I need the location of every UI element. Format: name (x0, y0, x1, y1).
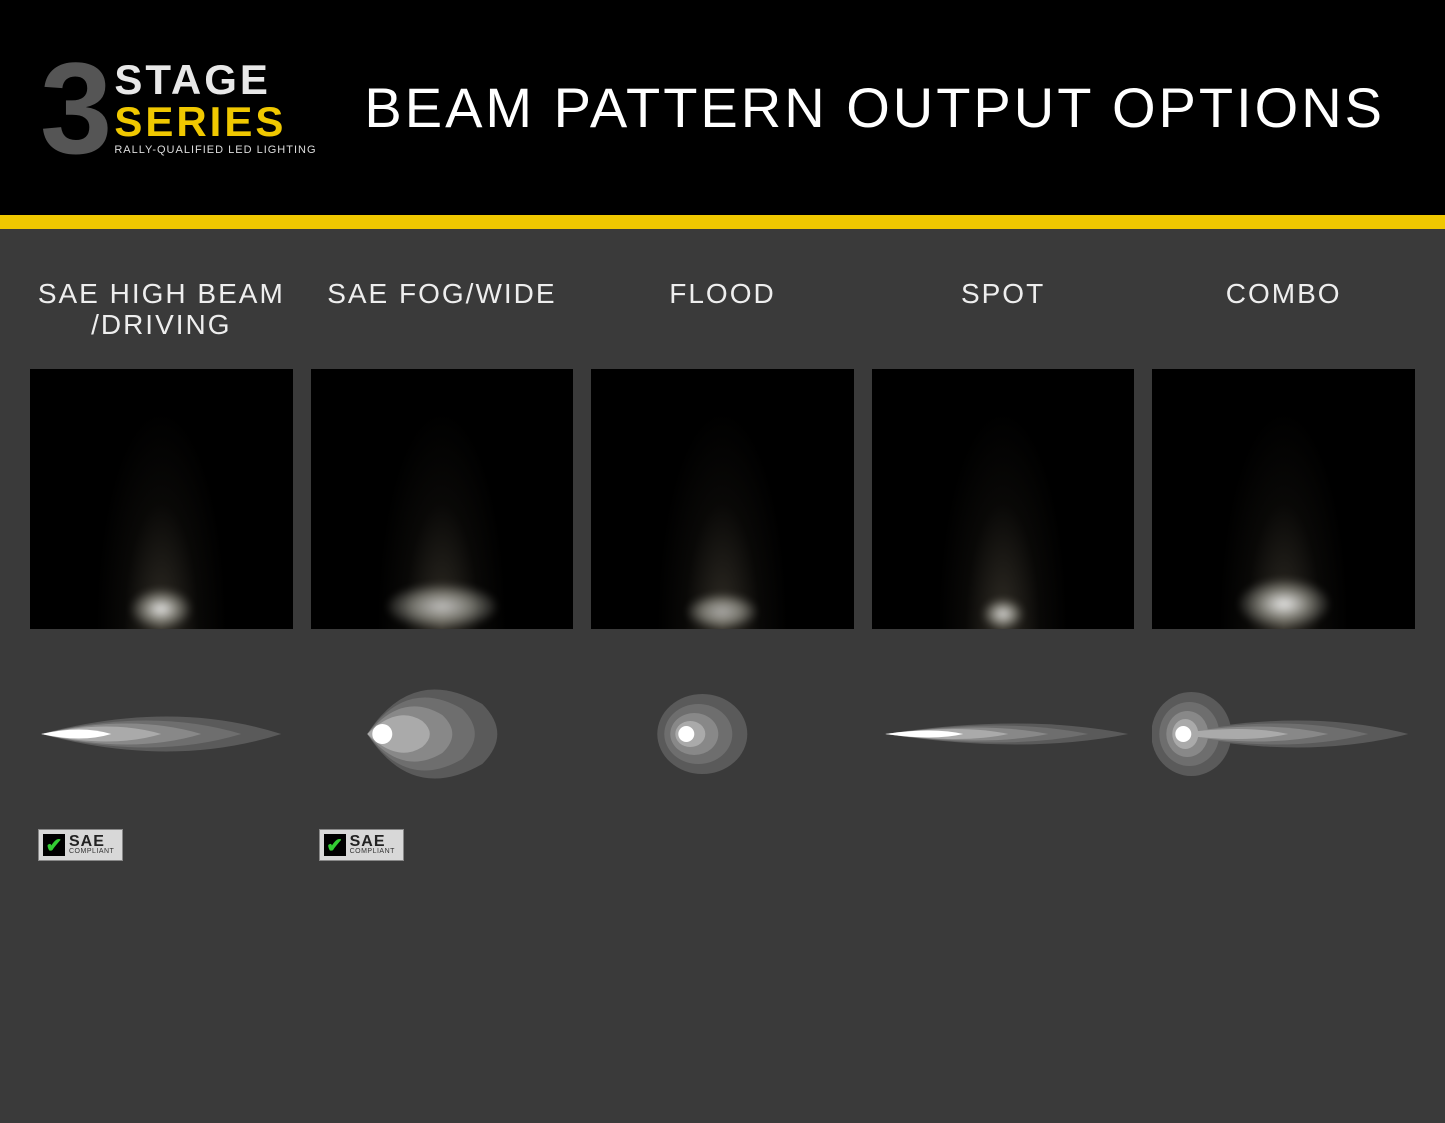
sae-compliant-badge: ✔ SAECOMPLIANT (319, 829, 404, 861)
pattern-title: SAE HIGH BEAM /DRIVING (38, 279, 285, 359)
pattern-title: SPOT (961, 279, 1045, 359)
logo: 3 STAGE SERIES RALLY-QUALIFIED LED LIGHT… (40, 56, 317, 160)
badge-label: SAE (350, 835, 395, 849)
accent-bar (0, 215, 1445, 229)
logo-line1: STAGE (114, 59, 316, 101)
pattern-column: FLOOD (591, 279, 854, 861)
logo-tagline: RALLY-QUALIFIED LED LIGHTING (114, 145, 316, 156)
beam-diagram (311, 669, 574, 799)
pattern-title: COMBO (1226, 279, 1342, 359)
beam-diagram (872, 669, 1135, 799)
beam-photo (591, 369, 854, 629)
beam-photo (311, 369, 574, 629)
check-icon: ✔ (324, 834, 346, 856)
badge-sublabel: COMPLIANT (69, 849, 114, 855)
logo-text: STAGE SERIES RALLY-QUALIFIED LED LIGHTIN… (114, 59, 316, 156)
pattern-column: COMBO (1152, 279, 1415, 861)
badge-sublabel: COMPLIANT (350, 849, 395, 855)
pattern-title: SAE FOG/WIDE (327, 279, 556, 359)
pattern-column: SAE HIGH BEAM /DRIVING ✔ SAECOMPLIANT (30, 279, 293, 861)
logo-line2: SERIES (114, 101, 316, 143)
check-icon: ✔ (43, 834, 65, 856)
pattern-title: FLOOD (669, 279, 775, 359)
beam-photo (872, 369, 1135, 629)
pattern-column: SAE FOG/WIDE ✔ SAECOMPLIANT (311, 279, 574, 861)
logo-number: 3 (40, 56, 104, 160)
page-title: BEAM PATTERN OUTPUT OPTIONS (364, 75, 1385, 140)
content-grid: SAE HIGH BEAM /DRIVING✔SAECOMPLIANTSAE F… (0, 229, 1445, 891)
beam-photo (30, 369, 293, 629)
header: 3 STAGE SERIES RALLY-QUALIFIED LED LIGHT… (0, 0, 1445, 215)
badge-label: SAE (69, 835, 114, 849)
sae-compliant-badge: ✔ SAECOMPLIANT (38, 829, 123, 861)
beam-photo (1152, 369, 1415, 629)
pattern-column: SPOT (872, 279, 1135, 861)
beam-diagram (30, 669, 293, 799)
beam-diagram (1152, 669, 1415, 799)
beam-diagram (591, 669, 854, 799)
